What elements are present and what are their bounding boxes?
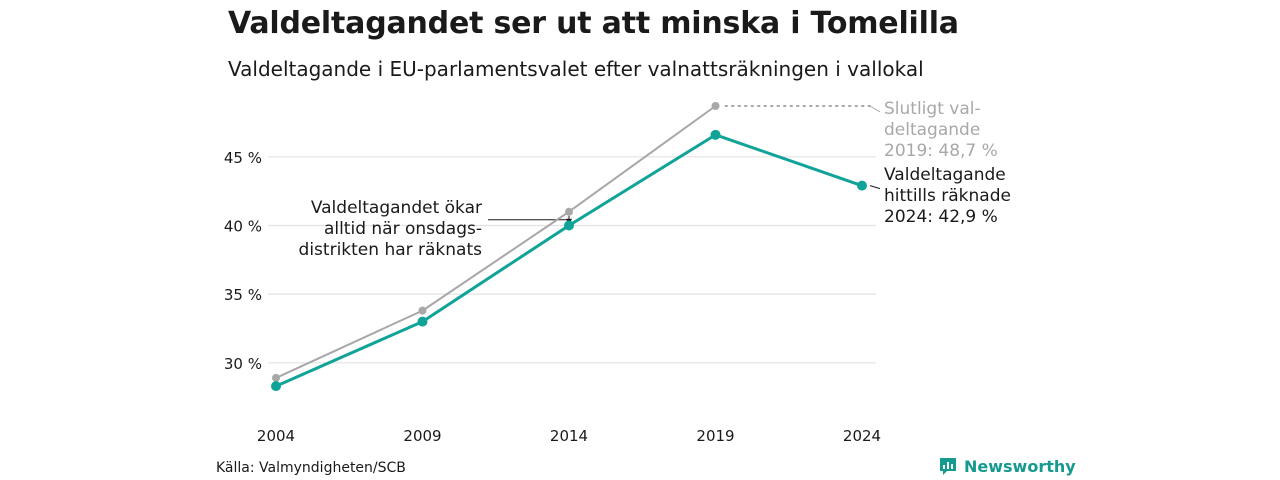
series-line-final [275,105,717,379]
data-point-final [272,373,280,382]
label-final-line: Slutligt val- [884,99,981,119]
chart-subtitle: Valdeltagande i EU-parlamentsvalet efter… [228,57,924,81]
data-point-counted [417,316,428,327]
label-final-line: deltagande [884,120,980,140]
leader-counted [869,185,881,190]
x-tick-label: 2019 [696,427,734,445]
annotation-note-line: Valdeltagandet ökar [311,198,482,218]
annotation-note-line: distrikten har räknats [299,240,483,260]
y-tick-label: 40 % [224,217,262,235]
x-tick-label: 2009 [403,427,441,445]
y-tick-label: 35 % [224,286,262,304]
x-tick-label: 2024 [843,427,881,445]
data-point-counted [857,180,867,191]
data-point-counted [710,129,721,140]
data-point-final [418,306,427,315]
annotation-note-line: alltid när onsdags- [324,219,482,239]
brand: Newsworthy [938,456,1076,476]
label-counted-line: Valdeltagande [884,165,1006,185]
label-counted-line: hittills räknade [884,186,1011,206]
label-final: Slutligt val-deltagande 2019: 48,7 % [884,99,998,161]
data-point-counted [564,220,574,231]
newsworthy-logo-icon [940,458,956,475]
label-counted: Valdeltagande hittills räknade 2024: 42,9 … [884,165,1011,227]
source-note: Källa: Valmyndigheten/SCB [216,460,406,476]
x-tick-label: 2004 [257,427,295,445]
y-tick-label: 45 % [224,149,262,167]
leader-final-tail [869,105,881,113]
series-line-counted [274,133,864,388]
label-final-line: 2019: 48,7 % [884,141,998,161]
brand-name: Newsworthy [964,456,1076,476]
y-tick-label: 30 % [224,355,262,373]
annotation-note: Valdeltagandet ökar alltid när onsdags-di… [299,198,483,260]
chart-title: Valdeltagandet ser ut att minska i Tomel… [228,6,959,41]
data-point-final [565,207,573,216]
x-tick-label: 2014 [550,427,588,445]
data-point-final [711,102,720,110]
label-counted-line: 2024: 42,9 % [884,207,998,227]
data-point-counted [271,381,281,392]
